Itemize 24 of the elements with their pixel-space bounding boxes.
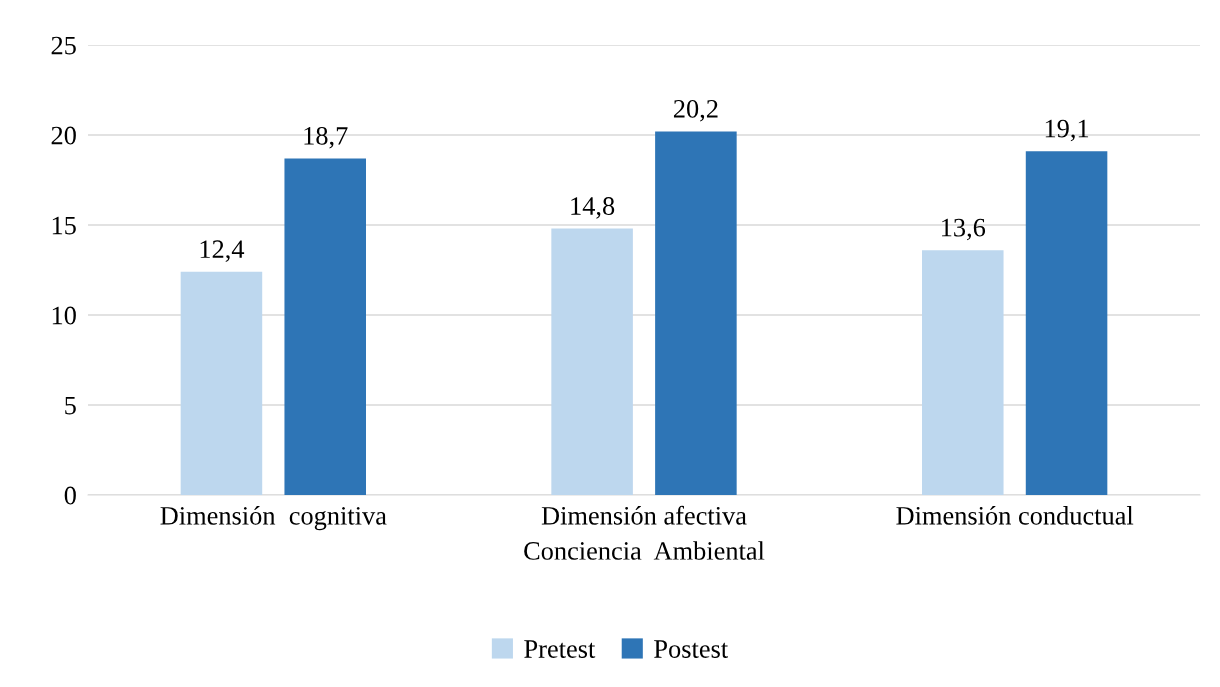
y-tick-label: 10 <box>52 306 76 325</box>
y-tick-label: 5 <box>65 396 76 415</box>
y-tick-label: 20 <box>51 126 76 145</box>
legend-label: Pretest <box>524 640 596 658</box>
data-label: 18,7 <box>304 126 348 149</box>
y-tick-label: 0 <box>64 486 76 505</box>
bar <box>655 131 737 495</box>
bar <box>1025 151 1108 495</box>
x-tick-label: Dimensión conductual <box>896 506 1134 525</box>
data-label: 14,8 <box>571 197 615 219</box>
y-tick-label: 25 <box>51 36 76 55</box>
x-axis-title: Conciencia Ambiental <box>524 541 765 560</box>
data-label: 12,4 <box>200 240 245 262</box>
data-label: 20,2 <box>673 99 718 122</box>
x-tick-label: Dimensión cognitiva <box>160 506 387 531</box>
bar <box>922 250 1004 495</box>
x-tick-label: Dimensión afectiva <box>541 505 747 525</box>
y-tick-label: 15 <box>52 216 76 235</box>
bar <box>551 228 633 495</box>
legend-label: Postest <box>654 640 729 658</box>
data-label: 19,1 <box>1045 119 1089 142</box>
data-label: 13,6 <box>942 218 986 241</box>
bar <box>180 271 263 495</box>
bar <box>284 158 366 495</box>
